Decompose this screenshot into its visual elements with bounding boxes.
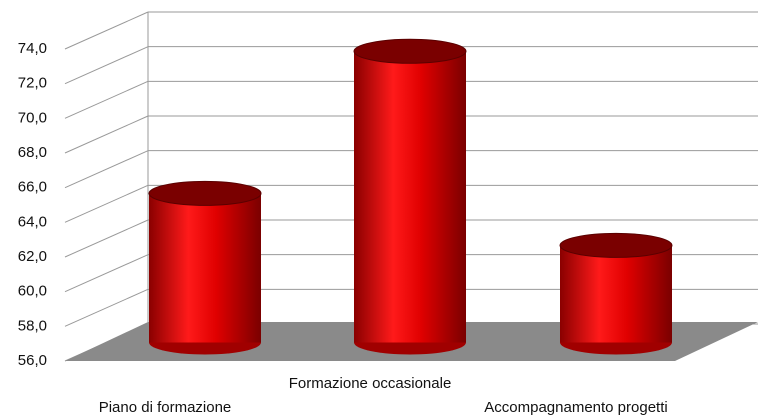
grid-line bbox=[64, 115, 149, 154]
y-tick-label: 62,0 bbox=[18, 248, 47, 265]
x-tick-label: Piano di formazione bbox=[99, 399, 232, 416]
x-tick-label: Formazione occasionale bbox=[289, 375, 452, 392]
grid-line bbox=[64, 11, 149, 50]
bar-top bbox=[559, 232, 673, 258]
y-tick-label: 66,0 bbox=[18, 179, 47, 196]
bar-body bbox=[354, 51, 466, 343]
grid-line bbox=[64, 46, 149, 85]
grid-line bbox=[64, 288, 149, 327]
grid-line bbox=[64, 184, 149, 223]
y-tick-label: 56,0 bbox=[18, 352, 47, 369]
x-tick-label: Accompagnamento progetti bbox=[484, 399, 667, 416]
grid-line bbox=[64, 80, 149, 119]
grid-line bbox=[64, 219, 149, 258]
bar bbox=[148, 180, 262, 355]
y-tick-label: 64,0 bbox=[18, 213, 47, 230]
bar-top bbox=[353, 38, 467, 64]
y-tick-label: 72,0 bbox=[18, 75, 47, 92]
y-tick-label: 74,0 bbox=[18, 40, 47, 57]
y-tick-label: 60,0 bbox=[18, 283, 47, 300]
bar bbox=[353, 38, 467, 355]
bar-body bbox=[560, 245, 672, 343]
y-tick-label: 58,0 bbox=[18, 317, 47, 334]
grid-line bbox=[64, 150, 149, 189]
bar-top bbox=[148, 180, 262, 206]
bar bbox=[559, 232, 673, 355]
bar-body bbox=[149, 193, 261, 343]
y-tick-label: 70,0 bbox=[18, 109, 47, 126]
y-tick-label: 68,0 bbox=[18, 144, 47, 161]
grid-line bbox=[64, 254, 149, 293]
